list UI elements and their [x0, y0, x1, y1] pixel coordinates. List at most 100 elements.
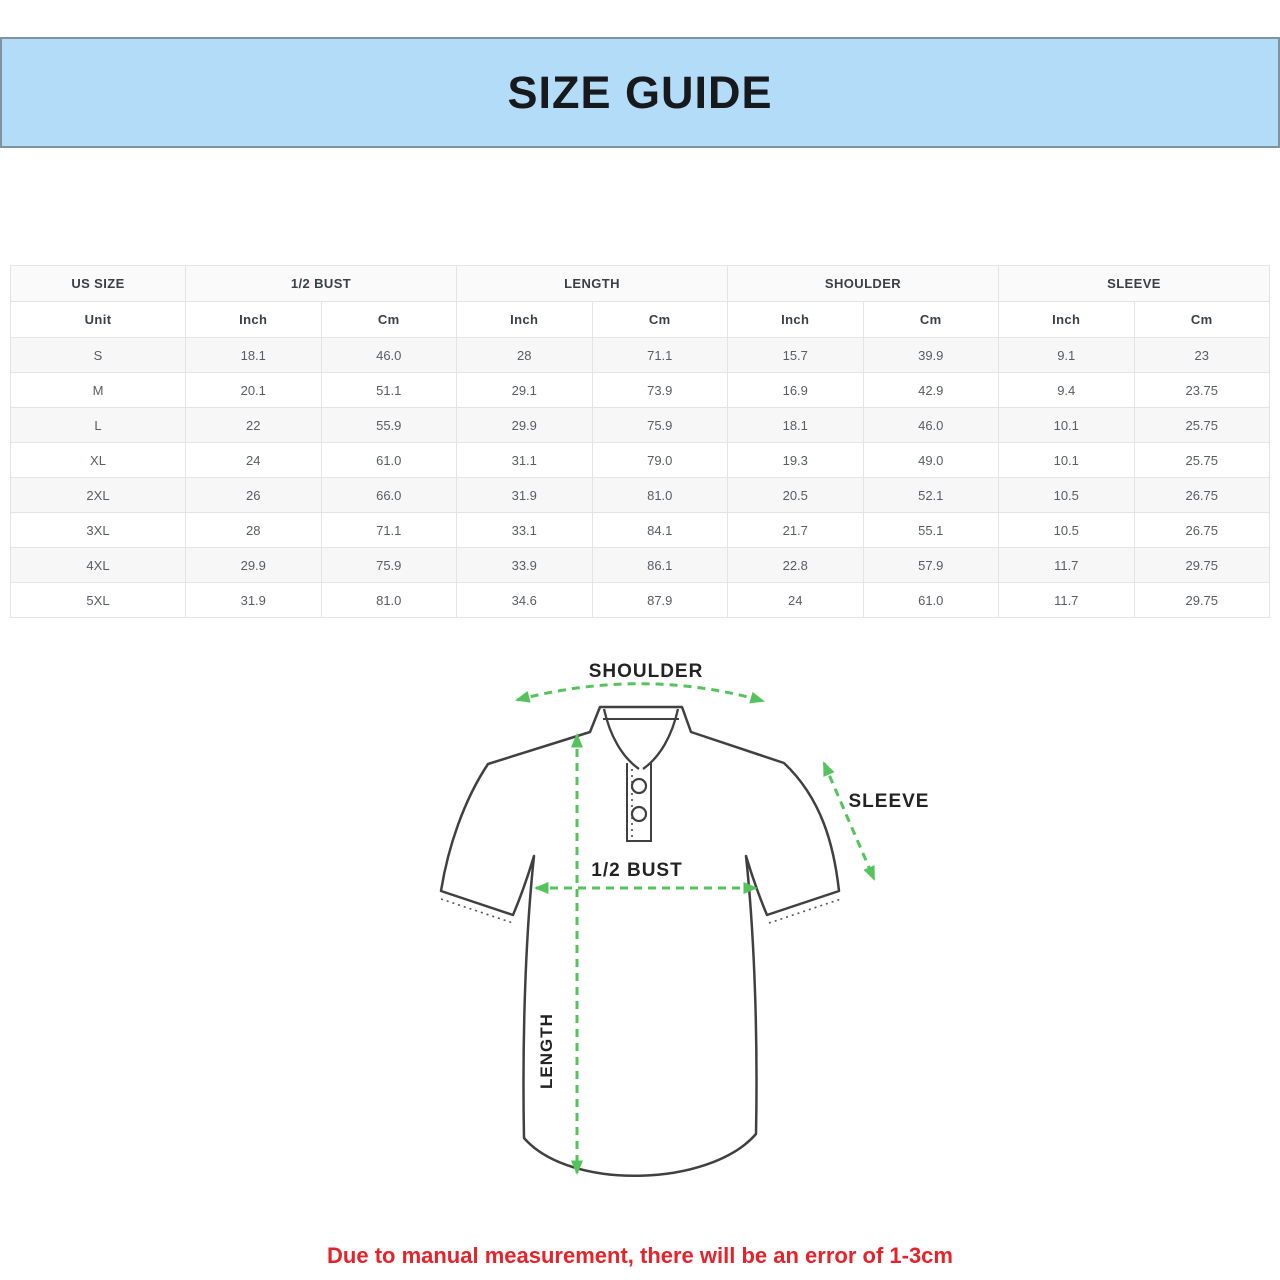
value-cell: 52.1 — [862, 477, 999, 513]
sleeve-label: SLEEVE — [849, 791, 930, 812]
button — [630, 777, 648, 795]
col-header-shoulder: SHOULDER — [727, 265, 999, 302]
value-cell: 79.0 — [591, 442, 728, 478]
measurement-disclaimer: Due to manual measurement, there will be… — [327, 1243, 953, 1268]
value-cell: 49.0 — [862, 442, 999, 478]
shoulder-arrow — [515, 682, 765, 704]
col-header-sleeve: SLEEVE — [998, 265, 1270, 302]
value-cell: 18.1 — [185, 337, 322, 373]
unit-header: Inch — [185, 301, 322, 338]
value-cell: 81.0 — [320, 582, 457, 618]
value-cell: 42.9 — [862, 372, 999, 408]
size-cell: S — [10, 337, 186, 373]
value-cell: 10.5 — [998, 477, 1135, 513]
value-cell: 18.1 — [727, 407, 864, 443]
unit-header: Inch — [456, 301, 593, 338]
value-cell: 34.6 — [456, 582, 593, 618]
value-cell: 33.1 — [456, 512, 593, 548]
value-cell: 26.75 — [1133, 477, 1270, 513]
shoulder-label: SHOULDER — [589, 661, 704, 682]
value-cell: 29.9 — [456, 407, 593, 443]
table-row: 4XL 29.9 75.9 33.9 86.1 22.8 57.9 11.7 29.75 — [10, 547, 1270, 583]
value-cell: 75.9 — [591, 407, 728, 443]
value-cell: 84.1 — [591, 512, 728, 548]
value-cell: 20.5 — [727, 477, 864, 513]
sleeve-arrow — [822, 761, 876, 881]
value-cell: 29.75 — [1133, 582, 1270, 618]
value-cell: 33.9 — [456, 547, 593, 583]
value-cell: 10.1 — [998, 407, 1135, 443]
value-cell: 86.1 — [591, 547, 728, 583]
value-cell: 61.0 — [320, 442, 457, 478]
value-cell: 21.7 — [727, 512, 864, 548]
size-chart-section: US SIZE 1/2 BUST LENGTH SHOULDER SLEEVE … — [10, 265, 1270, 618]
value-cell: 24 — [185, 442, 322, 478]
table-row: S 18.1 46.0 28 71.1 15.7 39.9 9.1 23 — [10, 337, 1270, 373]
unit-header-row: Unit Inch Cm Inch Cm Inch Cm Inch Cm — [10, 301, 1270, 338]
button — [630, 805, 648, 823]
value-cell: 71.1 — [320, 512, 457, 548]
size-cell: M — [10, 372, 186, 408]
value-cell: 9.4 — [998, 372, 1135, 408]
value-cell: 31.9 — [185, 582, 322, 618]
value-cell: 81.0 — [591, 477, 728, 513]
value-cell: 23.75 — [1133, 372, 1270, 408]
size-cell: XL — [10, 442, 186, 478]
size-cell: 4XL — [10, 547, 186, 583]
value-cell: 10.5 — [998, 512, 1135, 548]
collar-right-flap — [642, 708, 680, 770]
shirt-outline — [439, 705, 841, 1178]
value-cell: 29.75 — [1133, 547, 1270, 583]
table-row: 5XL 31.9 81.0 34.6 87.9 24 61.0 11.7 29.75 — [10, 582, 1270, 618]
value-cell: 10.1 — [998, 442, 1135, 478]
placket — [626, 763, 652, 842]
size-table-body: S 18.1 46.0 28 71.1 15.7 39.9 9.1 23 M 20.1 51.1 29.… — [10, 337, 1270, 618]
right-cuff-stitch — [768, 898, 842, 924]
collar-left-flap — [602, 708, 640, 770]
value-cell: 31.1 — [456, 442, 593, 478]
value-cell: 75.9 — [320, 547, 457, 583]
value-cell: 73.9 — [591, 372, 728, 408]
unit-header: Cm — [1133, 301, 1270, 338]
length-label: LENGTH — [537, 1013, 556, 1089]
value-cell: 15.7 — [727, 337, 864, 373]
value-cell: 24 — [727, 582, 864, 618]
value-cell: 71.1 — [591, 337, 728, 373]
col-header-us-size: US SIZE — [10, 265, 186, 302]
measurement-diagram: SHOULDER SLEEVE 1/2 BUST LENGTH — [360, 651, 940, 1211]
col-header-bust: 1/2 BUST — [185, 265, 457, 302]
value-cell: 22 — [185, 407, 322, 443]
unit-header: Cm — [862, 301, 999, 338]
value-cell: 29.9 — [185, 547, 322, 583]
value-cell: 66.0 — [320, 477, 457, 513]
value-cell: 19.3 — [727, 442, 864, 478]
value-cell: 16.9 — [727, 372, 864, 408]
value-cell: 61.0 — [862, 582, 999, 618]
value-cell: 39.9 — [862, 337, 999, 373]
value-cell: 25.75 — [1133, 442, 1270, 478]
size-cell: 3XL — [10, 512, 186, 548]
value-cell: 28 — [185, 512, 322, 548]
value-cell: 23 — [1133, 337, 1270, 373]
unit-header: Inch — [727, 301, 864, 338]
table-row: M 20.1 51.1 29.1 73.9 16.9 42.9 9.4 23.75 — [10, 372, 1270, 408]
page-title: SIZE GUIDE — [507, 66, 773, 118]
value-cell: 20.1 — [185, 372, 322, 408]
value-cell: 11.7 — [998, 547, 1135, 583]
value-cell: 11.7 — [998, 582, 1135, 618]
size-chart-table: US SIZE 1/2 BUST LENGTH SHOULDER SLEEVE … — [10, 265, 1270, 618]
unit-header: Cm — [591, 301, 728, 338]
value-cell: 55.9 — [320, 407, 457, 443]
value-cell: 57.9 — [862, 547, 999, 583]
left-cuff-stitch — [440, 898, 514, 924]
table-row: XL 24 61.0 31.1 79.0 19.3 49.0 10.1 25.75 — [10, 442, 1270, 478]
value-cell: 26.75 — [1133, 512, 1270, 548]
value-cell: 22.8 — [727, 547, 864, 583]
col-header-length: LENGTH — [456, 265, 728, 302]
unit-header: Inch — [998, 301, 1135, 338]
size-cell: L — [10, 407, 186, 443]
value-cell: 55.1 — [862, 512, 999, 548]
value-cell: 31.9 — [456, 477, 593, 513]
table-row: 3XL 28 71.1 33.1 84.1 21.7 55.1 10.5 26.75 — [10, 512, 1270, 548]
value-cell: 28 — [456, 337, 593, 373]
